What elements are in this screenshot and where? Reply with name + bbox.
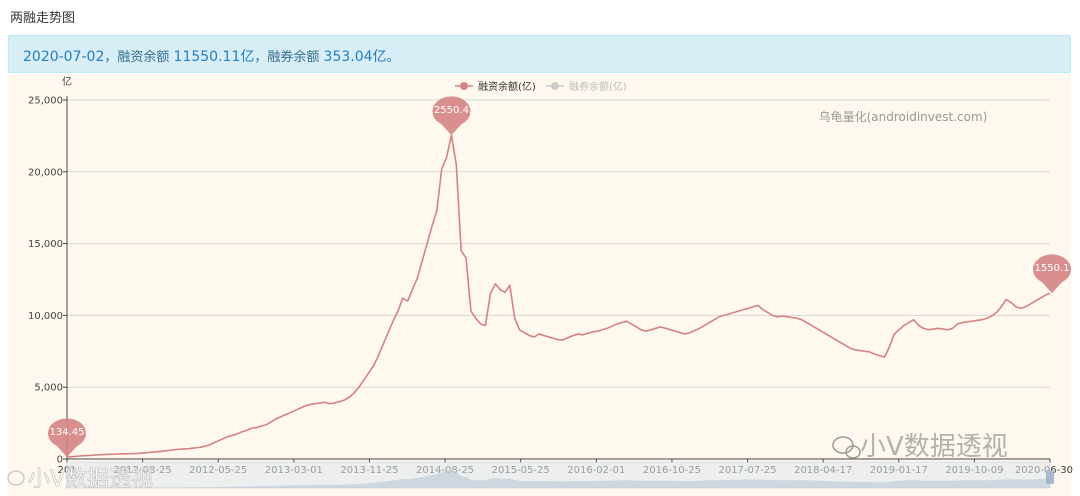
chart-area bbox=[8, 74, 1071, 496]
min-marker-pin[interactable] bbox=[48, 418, 87, 458]
short-balance-label: 融券余额 bbox=[267, 50, 320, 65]
margin-balance-label: 融资余额 bbox=[117, 50, 170, 65]
y-tick-label: 25,000 bbox=[28, 96, 63, 107]
y-tick-label: 5,000 bbox=[34, 383, 63, 394]
y-tick-label: 20,000 bbox=[28, 167, 63, 178]
watermark-site: 乌龟量化(androidinvest.com) bbox=[819, 109, 988, 124]
max-marker-pin[interactable] bbox=[432, 96, 471, 136]
min-marker-pin-label: 134.45 bbox=[50, 427, 85, 438]
short-balance-value: 353.04亿 bbox=[323, 49, 387, 65]
margin-balance-value: 11550.11亿 bbox=[173, 49, 255, 65]
info-date: 2020-07-02 bbox=[23, 49, 105, 65]
legend-label-short: 融券余额(亿) bbox=[569, 80, 627, 93]
info-text: 2020-07-02，融资余额 11550.11亿，融券余额 353.04亿。 bbox=[23, 46, 400, 66]
page-title: 两融走势图 bbox=[10, 11, 76, 26]
info-end: 。 bbox=[386, 50, 400, 65]
zoom-slider-preview bbox=[67, 469, 1050, 488]
wechat-logo-icon-left bbox=[7, 470, 25, 486]
max-marker-pin-label: 22550.43 bbox=[428, 105, 476, 116]
info-sep-2: ， bbox=[254, 50, 268, 65]
last-marker-pin-label: 11550.11 bbox=[1028, 263, 1076, 274]
info-banner: 2020-07-02，融资余额 11550.11亿，融券余额 353.04亿。 bbox=[8, 35, 1071, 73]
legend-marker-short[interactable] bbox=[551, 82, 559, 90]
wechat-logo-icon bbox=[832, 436, 854, 454]
wechat-logo-icon-small bbox=[845, 445, 861, 459]
watermark-bottom-left: 小V数据透视 bbox=[28, 467, 153, 492]
y-axis-label: 亿 bbox=[62, 75, 72, 88]
zoom-slider-handle[interactable] bbox=[1046, 470, 1054, 484]
y-tick-label: 10,000 bbox=[28, 311, 63, 322]
y-tick-label: 15,000 bbox=[28, 239, 63, 250]
legend-marker-margin[interactable] bbox=[460, 82, 468, 90]
last-marker-pin[interactable] bbox=[1033, 254, 1072, 294]
info-sep-1: ， bbox=[104, 50, 118, 65]
y-tick-label: 0 bbox=[57, 455, 63, 466]
watermark-bottom-right: 小V数据透视 bbox=[860, 432, 1008, 462]
series-line-margin-balance bbox=[66, 134, 1051, 458]
legend-label-margin: 融资余额(亿) bbox=[478, 80, 536, 93]
